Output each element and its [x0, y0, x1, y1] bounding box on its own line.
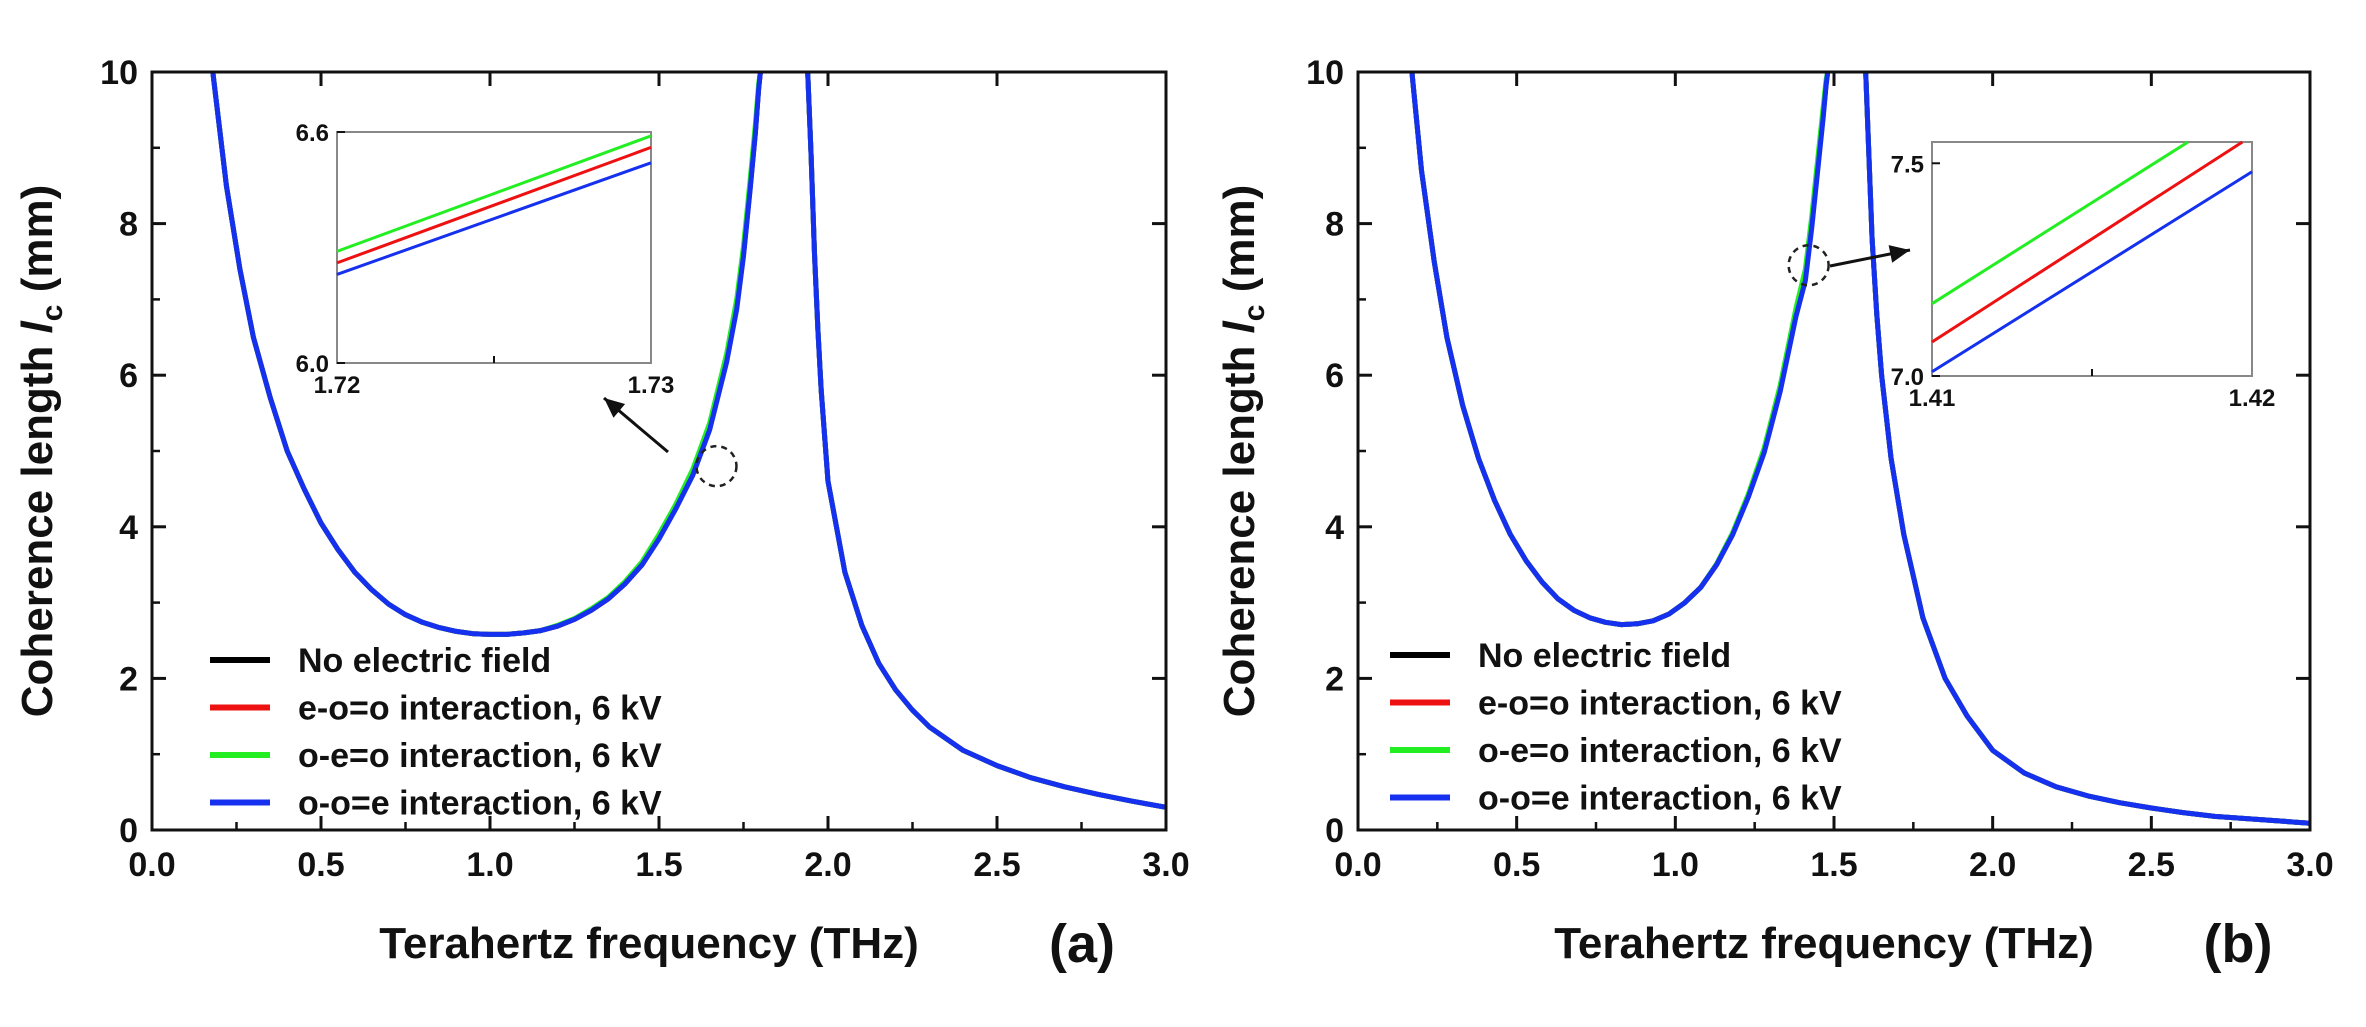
legend: No electric field e-o=o interaction, 6 kV… [210, 642, 662, 823]
inset-line-oeo [1931, 140, 2189, 305]
x-tick-label: 0.0 [1334, 846, 1381, 884]
x-tick-label: 3.0 [1142, 846, 1189, 884]
x-tick-label: 0.0 [128, 846, 175, 884]
legend-entry: o-o=e interaction, 6 kV [1478, 780, 1842, 818]
inset-x-tick-label: 1.42 [2229, 385, 2276, 412]
y-tick-label: 2 [119, 660, 138, 698]
inset-y-tick-label: 7.0 [1891, 364, 1924, 391]
legend-entry: o-o=e interaction, 6 kV [298, 785, 662, 823]
inset-x-tick-label: 1.73 [628, 372, 675, 399]
legend-entry: No electric field [298, 642, 551, 680]
y-tick-label: 8 [1325, 206, 1344, 244]
x-tick-label: 1.0 [1652, 846, 1699, 884]
series-group [1409, 72, 2310, 826]
inset-x-tick-label: 1.41 [1909, 385, 1956, 412]
inset-line-ooe [1931, 170, 2253, 374]
y-tick-label: 4 [1325, 509, 1344, 547]
series-line-ooe [1409, 72, 2310, 826]
inset-x-tick-label: 1.72 [314, 372, 361, 399]
zoom-circle [1787, 244, 1830, 287]
inset-line-oeo [336, 134, 652, 253]
inset-y-tick-label: 7.5 [1891, 151, 1924, 178]
legend-entry: e-o=o interaction, 6 kV [298, 690, 662, 728]
y-axis-label-symbol: l [13, 320, 62, 333]
inset: 1.41 1.42 7.0 7.5 [1891, 140, 2276, 412]
inset-line-ooe [336, 161, 652, 276]
y-tick-label: 6 [1325, 357, 1344, 395]
y-tick-label: 0 [1325, 812, 1344, 850]
panel-b: 0.0 0.5 1.0 1.5 2.0 2.5 3.0 0 2 4 6 8 10 Terahertz fr… [1215, 54, 2334, 974]
inset: 1.72 1.73 6.0 6.6 [296, 120, 675, 399]
y-axis-label-symbol: l [1215, 320, 1264, 333]
x-tick-label: 0.5 [297, 846, 344, 884]
panel-a: 0.0 0.5 1.0 1.5 2.0 2.5 3.0 0 2 4 6 8 10 Terahertz fr… [13, 54, 1190, 974]
inset-line-eoo [1931, 140, 2244, 344]
y-axis-label-subscript: c [36, 305, 69, 322]
panel-label: (b) [2204, 914, 2273, 974]
y-axis-label: Coherence length lc (mm) [1215, 185, 1271, 718]
x-tick-label: 0.5 [1493, 846, 1540, 884]
legend-entry: o-e=o interaction, 6 kV [1478, 732, 1842, 770]
y-tick-label: 2 [1325, 660, 1344, 698]
y-axis-label-main: Coherence length [1215, 333, 1264, 717]
panel-label: (a) [1049, 914, 1115, 974]
zoom-circle [695, 444, 738, 488]
x-axis-label: Terahertz frequency (THz) [1554, 919, 2094, 968]
y-tick-label: 10 [1306, 54, 1344, 92]
y-axis-label-unit: (mm) [13, 185, 62, 305]
y-tick-label: 6 [119, 357, 138, 395]
inset-y-tick-label: 6.0 [296, 351, 329, 378]
y-axis-label-main: Coherence length [13, 333, 62, 717]
y-axis-label: Coherence length lc (mm) [13, 185, 69, 718]
legend: No electric field e-o=o interaction, 6 kV… [1390, 637, 1842, 818]
x-tick-label: 2.0 [1969, 846, 2016, 884]
y-tick-label: 10 [100, 54, 138, 92]
x-tick-label: 1.5 [1810, 846, 1857, 884]
x-tick-label: 2.0 [804, 846, 851, 884]
series-group [210, 72, 1166, 810]
series-line-ooe [210, 72, 1166, 810]
y-axis-label-unit: (mm) [1215, 185, 1264, 305]
legend-entry: e-o=o interaction, 6 kV [1478, 685, 1842, 723]
x-tick-label: 1.5 [635, 846, 682, 884]
y-tick-label: 8 [119, 206, 138, 244]
y-axis-label-subscript: c [1238, 305, 1271, 322]
x-axis-label: Terahertz frequency (THz) [379, 919, 919, 968]
y-tick-label: 4 [119, 509, 138, 547]
inset-y-tick-label: 6.6 [296, 120, 329, 147]
x-tick-label: 2.5 [973, 846, 1020, 884]
inset-line-eoo [336, 145, 652, 265]
zoom-arrow-head [1888, 245, 1910, 263]
legend-entry: o-e=o interaction, 6 kV [298, 737, 662, 775]
legend-entry: No electric field [1478, 637, 1731, 675]
x-tick-label: 2.5 [2128, 846, 2175, 884]
x-tick-label: 1.0 [466, 846, 513, 884]
inset-frame [336, 131, 652, 364]
x-tick-label: 3.0 [2286, 846, 2333, 884]
zoom-arrow-head [604, 398, 626, 418]
y-tick-label: 0 [119, 812, 138, 850]
